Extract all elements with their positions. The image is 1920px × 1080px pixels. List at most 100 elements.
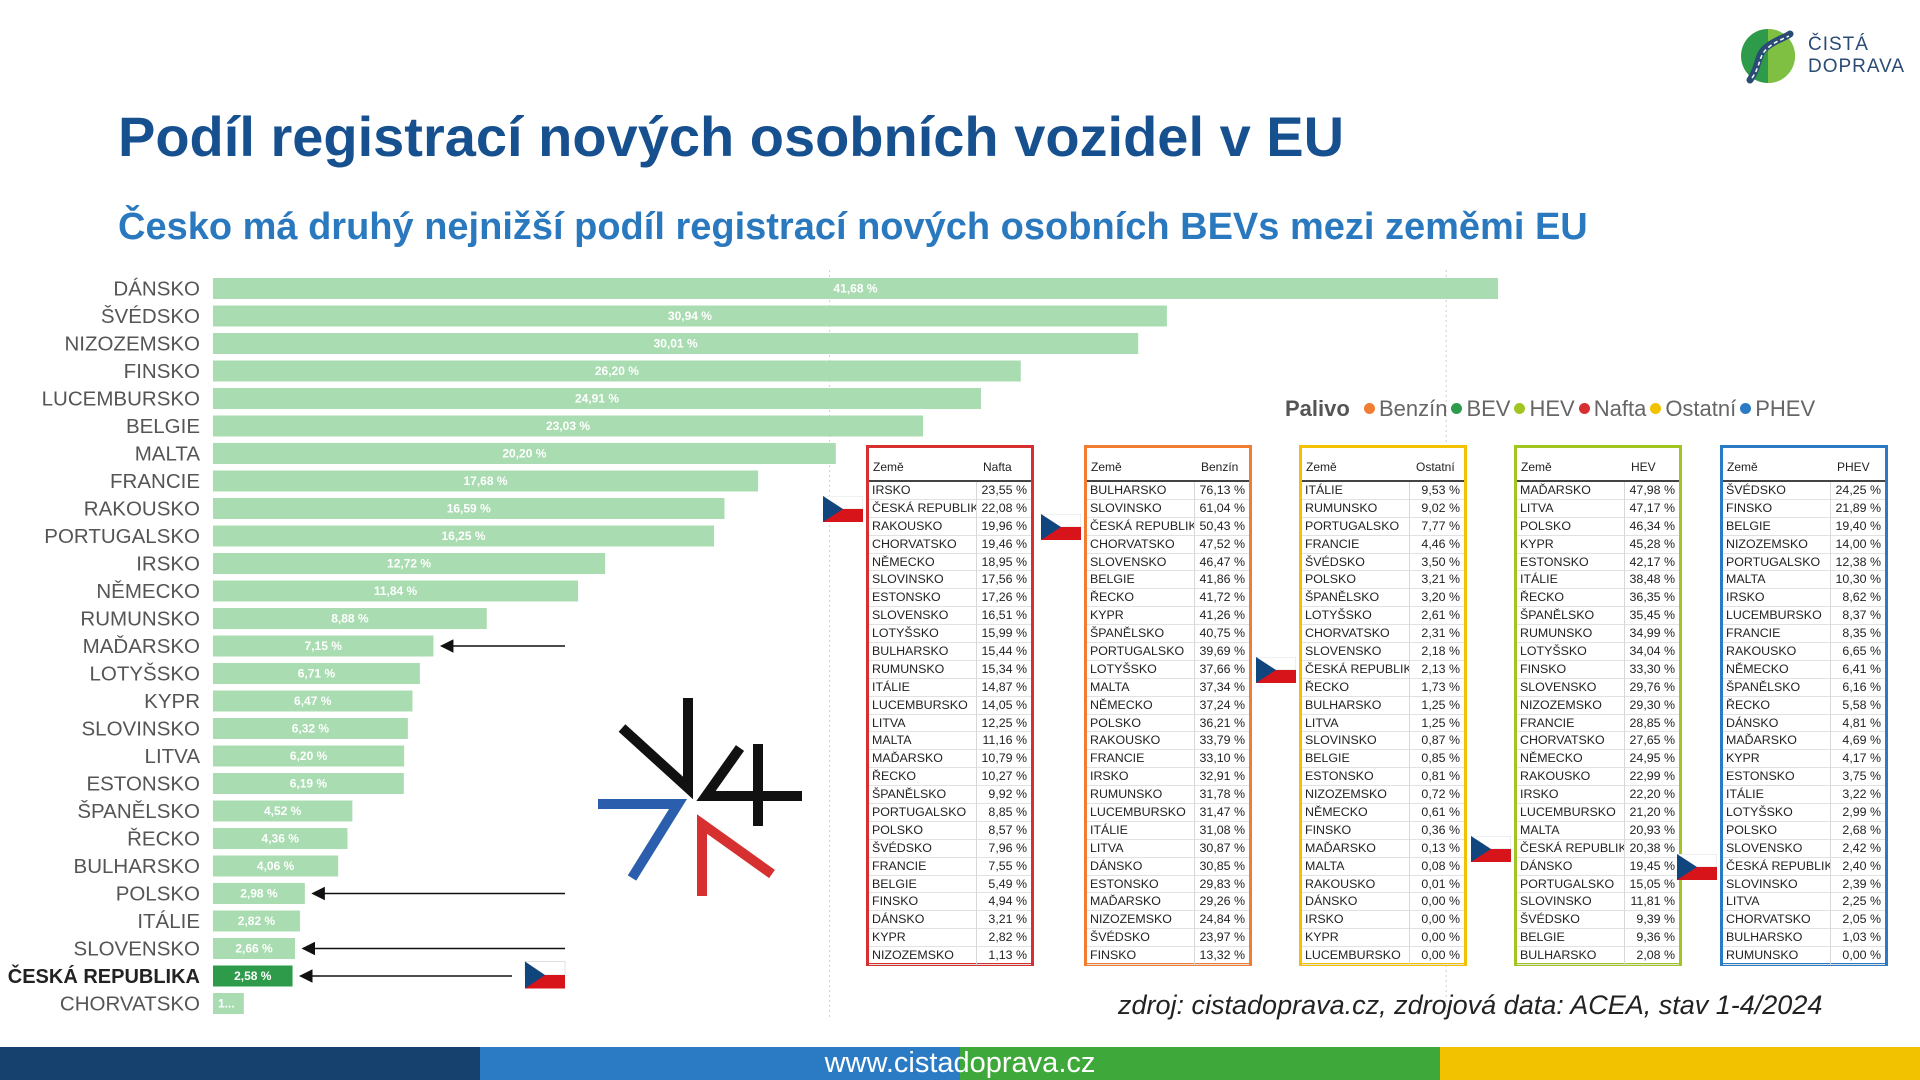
legend-item: BEV [1451,396,1510,421]
table-row: BULHARSKO 2,08 % [1517,947,1679,966]
table-cell-value: 2,40 % [1842,858,1881,873]
table-cell-country: FINSKO [1726,499,1831,518]
table-cell-value: 2,08 % [1636,948,1675,963]
table-row: ŠVÉDSKO 3,50 % [1302,553,1464,572]
czech-flag-icon [1471,836,1511,862]
logo-word-1: ČISTÁ [1808,34,1869,55]
table-row: PORTUGALSKO 12,38 % [1723,553,1885,572]
table-cell-country: LITVA [872,714,977,733]
table-cell-country: KYPR [1305,929,1410,948]
table-cell-country: FINSKO [1090,947,1195,966]
category-label: ŠPANĚLSKO [77,800,200,823]
table-cell-country: LITVA [1090,839,1195,858]
table-cell-value: 0,00 % [1842,948,1881,963]
table-cell-country: MALTA [1726,571,1831,590]
table-cell-country: ITÁLIE [1726,786,1831,805]
table-cell-country: ŠVÉDSKO [1726,482,1831,500]
legend-item-label: PHEV [1755,396,1816,421]
table-cell-value: 10,79 % [981,751,1027,766]
header-country: Země [1306,460,1337,474]
phev-table: Země PHEV ŠVÉDSKO 24,25 % FINSKO 21,89 % BELGI… [1720,445,1888,966]
bar [213,470,759,492]
table-row: ESTONSKO 3,75 % [1723,768,1885,787]
legend-item-label: HEV [1529,396,1575,421]
legend-item-label: Ostatní [1665,396,1737,421]
data-label: 6,19 % [290,777,328,791]
bar [213,525,714,547]
table-cell-value: 14,87 % [981,679,1027,694]
table-cell-country: LUCEMBURSKO [1520,804,1625,822]
category-label: PORTUGALSKO [44,525,200,548]
czech-flag-shape [1471,836,1511,862]
table-cell-value: 39,69 % [1199,644,1245,659]
table-row: RUMUNSKO 15,34 % [869,660,1031,679]
table-cell-country: ŘECKO [1726,696,1831,715]
table-row: ŘECKO 10,27 % [869,768,1031,787]
table-cell-country: DÁNSKO [1726,714,1831,733]
table-row: ŘECKO 5,58 % [1723,696,1885,715]
category-label: SLOVENSKO [74,938,200,961]
table-cell-country: DÁNSKO [1305,893,1410,912]
table-row: FRANCIE 28,85 % [1517,714,1679,733]
table-row: NĚMECKO 37,24 % [1087,696,1249,715]
data-label: 11,84 % [374,584,418,598]
table-cell-country: MAĎARSKO [872,750,977,769]
table-row: LUCEMBURSKO 0,00 % [1302,947,1464,966]
table-cell-value: 23,97 % [1199,930,1245,945]
bar [213,305,1167,327]
table-cell-value: 3,21 % [1421,572,1460,587]
table-cell-country: POLSKO [1726,821,1831,840]
category-label: CHORVATSKO [60,993,200,1016]
table-cell-country: RUMUNSKO [1520,625,1625,644]
table-cell-value: 33,30 % [1629,661,1675,676]
category-label: SLOVINSKO [82,718,201,741]
category-label: RUMUNSKO [80,608,200,631]
table-cell-value: 0,36 % [1421,822,1460,837]
table-cell-country: ŠPANĚLSKO [1090,625,1195,644]
data-label: 4,06 % [257,859,295,873]
table-cell-country: BULHARSKO [872,643,977,661]
table-cell-country: BULHARSKO [1305,696,1410,715]
table-cell-value: 37,66 % [1199,661,1245,676]
table-row: MAĎARSKO 4,69 % [1723,732,1885,751]
table-cell-value: 2,39 % [1842,876,1881,891]
table-cell-value: 4,81 % [1842,715,1881,730]
table-row: SLOVENSKO 46,47 % [1087,553,1249,572]
table-cell-value: 20,93 % [1629,822,1675,837]
table-row: ŘECKO 41,72 % [1087,589,1249,608]
table-row: FRANCIE 33,10 % [1087,750,1249,769]
table-row: ITÁLIE 3,22 % [1723,786,1885,805]
table-cell-country: CHORVATSKO [1520,732,1625,751]
data-label: 6,32 % [292,722,330,736]
table-cell-value: 14,00 % [1835,536,1881,551]
footer-url-link[interactable]: www.cistadoprava.cz [0,1047,1920,1080]
legend-item-label: BEV [1466,396,1511,421]
v4-red-chevron [697,814,775,896]
table-row: IRSKO 0,00 % [1302,911,1464,930]
table-cell-country: PORTUGALSKO [1520,875,1625,894]
table-row: ČESKÁ REPUBLIKA 2,13 % [1302,660,1464,679]
category-label: ŠVÉDSKO [101,305,200,328]
table-cell-country: BELGIE [1090,571,1195,590]
table-cell-country: POLSKO [1305,571,1410,590]
table-cell-value: 3,50 % [1421,554,1460,569]
table-cell-value: 0,01 % [1421,876,1460,891]
table-row: CHORVATSKO 2,05 % [1723,911,1885,930]
table-cell-country: ESTONSKO [1520,553,1625,572]
category-label: MAĎARSKO [83,635,200,658]
table-row: ESTONSKO 0,81 % [1302,768,1464,787]
table-row: BELGIE 0,85 % [1302,750,1464,769]
table-row: NIZOZEMSKO 29,30 % [1517,696,1679,715]
table-cell-country: ITÁLIE [1305,482,1410,500]
table-header: Země Nafta [869,448,1031,482]
table-cell-country: FRANCIE [1726,625,1831,644]
legend-dot-icon [1451,402,1463,414]
table-row: POLSKO 46,34 % [1517,517,1679,536]
bar [213,910,300,932]
bar [213,388,981,409]
table-row: NIZOZEMSKO 1,13 % [869,947,1031,966]
table-cell-value: 6,41 % [1842,661,1881,676]
table-row: IRSKO 32,91 % [1087,768,1249,787]
table-cell-value: 37,24 % [1199,697,1245,712]
data-label: 23,03 % [546,419,590,433]
